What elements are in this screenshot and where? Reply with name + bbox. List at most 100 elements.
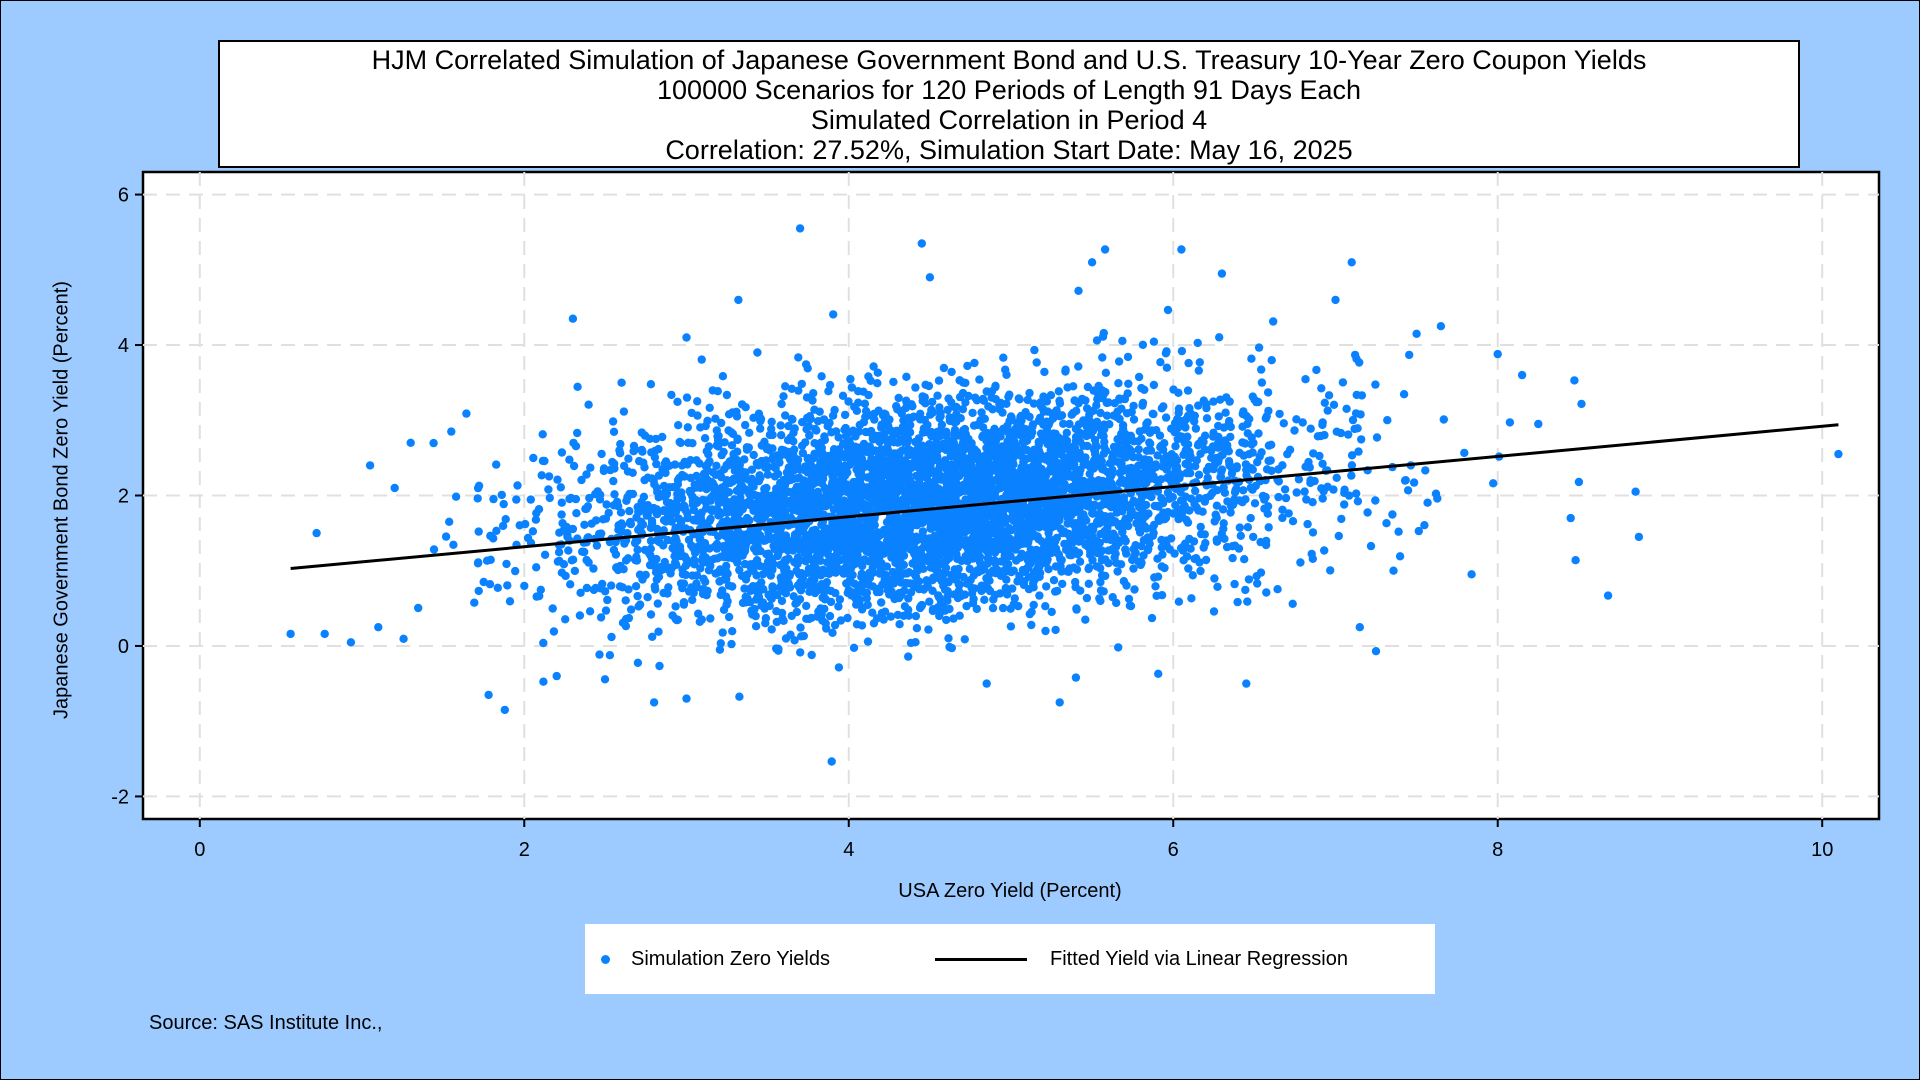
scatter-point [1193, 338, 1202, 348]
scatter-point [539, 638, 548, 648]
scatter-point [904, 487, 914, 497]
scatter-point [1357, 435, 1366, 444]
scatter-point [911, 383, 920, 392]
scatter-point [834, 602, 843, 611]
scatter-point [1371, 496, 1380, 505]
scatter-point [700, 434, 710, 443]
scatter-point [571, 494, 581, 504]
scatter-point [1274, 492, 1283, 502]
scatter-point [802, 614, 811, 623]
chart-subtitle-scenarios: 100000 Scenarios for 120 Periods of Leng… [657, 75, 1361, 105]
scatter-point [1318, 459, 1327, 468]
scatter-point [877, 598, 886, 607]
scatter-point [941, 532, 950, 541]
scatter-point [867, 568, 876, 577]
scatter-point [797, 379, 806, 389]
scatter-point [803, 454, 812, 463]
scatter-point [1306, 424, 1315, 433]
scatter-point [1125, 444, 1134, 454]
scatter-point [573, 382, 582, 391]
scatter-point [704, 450, 713, 459]
scatter-point [796, 623, 805, 632]
scatter-point [566, 580, 575, 589]
scatter-point [1217, 529, 1227, 538]
scatter-point [1208, 488, 1217, 498]
scatter-point [1081, 615, 1090, 624]
scatter-point [870, 514, 879, 524]
scatter-point [944, 394, 953, 403]
scatter-point [1046, 464, 1056, 473]
scatter-point [1018, 565, 1028, 575]
scatter-point [962, 601, 971, 611]
scatter-point [532, 563, 541, 572]
scatter-point [1018, 438, 1027, 447]
scatter-point [807, 473, 816, 482]
scatter-point [741, 592, 750, 601]
scatter-point [1274, 465, 1283, 474]
scatter-point [1303, 519, 1312, 529]
scatter-point [785, 571, 794, 580]
scatter-point [1162, 363, 1172, 372]
scatter-point [451, 492, 461, 501]
scatter-point [652, 459, 661, 469]
scatter-point [633, 545, 642, 554]
scatter-point [1160, 439, 1169, 448]
scatter-point [1190, 499, 1199, 508]
scatter-point [1103, 468, 1112, 477]
scatter-point [1347, 451, 1357, 460]
scatter-point [697, 556, 706, 565]
scatter-point [712, 543, 721, 552]
scatter-point [1154, 669, 1163, 678]
scatter-point [346, 638, 356, 647]
scatter-point [1048, 414, 1058, 423]
scatter-point [445, 517, 454, 526]
scatter-point [999, 353, 1008, 362]
scatter-point [665, 461, 674, 470]
scatter-point [800, 581, 809, 590]
scatter-point [1278, 513, 1287, 523]
scatter-point [1147, 613, 1157, 623]
scatter-point [1212, 537, 1222, 546]
scatter-point [787, 384, 796, 393]
scatter-point [473, 494, 482, 503]
scatter-point [904, 594, 913, 603]
scatter-point [1035, 512, 1044, 521]
scatter-point [789, 592, 798, 601]
scatter-point [897, 409, 906, 418]
scatter-point [790, 636, 799, 645]
scatter-point [1104, 559, 1113, 568]
scatter-point [1092, 336, 1102, 345]
scatter-point [513, 481, 522, 490]
scatter-point [493, 583, 502, 592]
scatter-point [935, 403, 944, 412]
scatter-point [573, 428, 582, 438]
scatter-point [582, 583, 592, 593]
scatter-point [885, 415, 894, 424]
scatter-point [1353, 497, 1363, 506]
scatter-point [1191, 424, 1201, 433]
scatter-point [970, 358, 979, 368]
scatter-point [747, 499, 756, 508]
scatter-point [1149, 409, 1158, 419]
scatter-point [734, 528, 743, 537]
scatter-point [1302, 495, 1311, 504]
scatter-point [1200, 431, 1210, 440]
scatter-point [943, 587, 952, 596]
scatter-point [1006, 604, 1015, 613]
scatter-point [1160, 563, 1169, 573]
scatter-point [1247, 433, 1256, 442]
scatter-point [1266, 456, 1275, 465]
scatter-point [1217, 451, 1226, 460]
scatter-point [900, 602, 910, 611]
scatter-point [601, 606, 611, 615]
scatter-point [816, 438, 826, 447]
scatter-point [611, 550, 621, 559]
scatter-point [1074, 420, 1084, 429]
scatter-point [745, 428, 754, 437]
scatter-point [763, 443, 772, 452]
scatter-point [1143, 470, 1153, 479]
scatter-point [823, 422, 832, 431]
scatter-point [1028, 511, 1037, 520]
chart-title: HJM Correlated Simulation of Japanese Go… [371, 45, 1647, 75]
scatter-point [889, 377, 898, 387]
